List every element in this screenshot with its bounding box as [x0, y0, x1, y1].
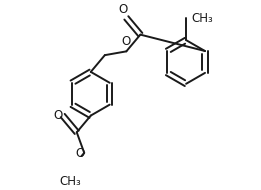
Text: CH₃: CH₃ — [191, 12, 213, 25]
Text: CH₃: CH₃ — [59, 175, 81, 188]
Text: O: O — [122, 35, 131, 48]
Text: O: O — [53, 109, 62, 122]
Text: O: O — [119, 3, 128, 16]
Text: O: O — [75, 147, 85, 160]
